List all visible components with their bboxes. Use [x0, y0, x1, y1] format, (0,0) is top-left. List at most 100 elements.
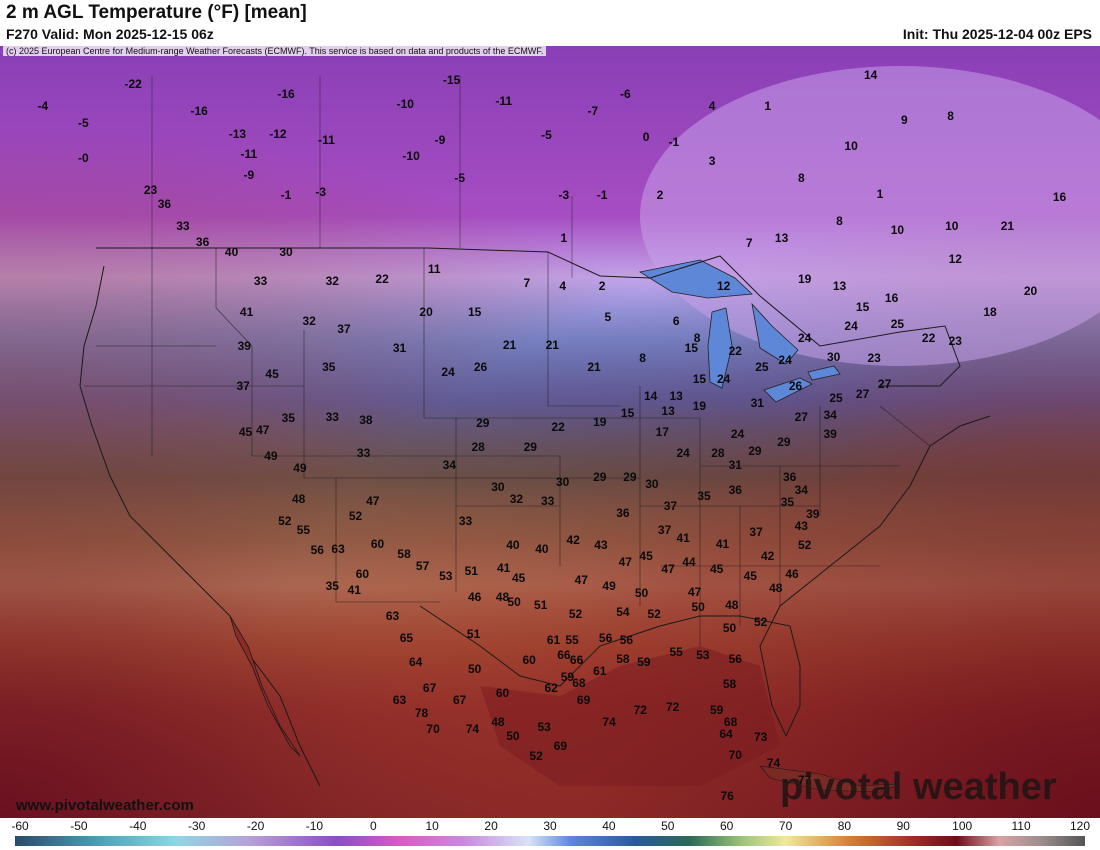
temperature-value: 45 — [238, 425, 253, 439]
colorbar-tick-label: 40 — [602, 819, 616, 833]
temperature-value: 36 — [783, 469, 797, 484]
temperature-value: -6 — [619, 87, 631, 101]
temperature-value: 9 — [900, 112, 908, 127]
temperature-value: 10 — [945, 219, 959, 234]
temperature-value: 51 — [466, 627, 481, 642]
temperature-value: 34 — [823, 407, 837, 422]
temperature-value: 37 — [337, 322, 351, 337]
temperature-value: 54 — [616, 605, 630, 620]
temperature-value: 29 — [777, 435, 791, 450]
temperature-value: 4 — [559, 279, 567, 294]
temperature-value: 13 — [661, 404, 675, 419]
temperature-value: 48 — [491, 714, 505, 729]
temperature-value: 52 — [798, 538, 812, 553]
temperature-value: 23 — [948, 334, 962, 349]
temperature-value: 36 — [616, 505, 630, 520]
temperature-value: 61 — [546, 632, 561, 647]
temperature-value: 74 — [766, 756, 781, 771]
temperature-value: 30 — [556, 474, 570, 489]
colorbar-tick-label: -50 — [70, 819, 88, 833]
temperature-value: 40 — [224, 244, 239, 259]
temperature-value: 14 — [864, 68, 878, 83]
temperature-value: 22 — [375, 272, 389, 287]
temperature-value: 24 — [798, 330, 812, 345]
temperature-value: 60 — [522, 653, 536, 668]
website-link[interactable]: www.pivotalweather.com — [16, 797, 194, 814]
temperature-value: 55 — [565, 632, 579, 647]
temperature-value: 36 — [157, 196, 172, 211]
temperature-value: 22 — [551, 419, 565, 434]
temperature-value: 20 — [419, 304, 433, 319]
temperature-value: 50 — [722, 620, 737, 635]
colorbar-tick-label: -10 — [305, 819, 324, 833]
temperature-value: 19 — [593, 414, 607, 429]
temperature-value: 59 — [560, 670, 575, 685]
temperature-value: 8 — [693, 330, 701, 345]
temperature-value: 66 — [557, 648, 571, 662]
temperature-map[interactable]: -22 -4 -5 -0 -16 -16 -13 -12 -11 -11 -9 -1 -3 -10 -15-… — [0, 46, 1100, 818]
temperature-value: 73 — [754, 730, 768, 745]
temperature-value: 24 — [717, 371, 731, 386]
temperature-value: 27 — [877, 377, 892, 391]
temperature-value: 43 — [794, 519, 808, 534]
temperature-value: 8 — [639, 351, 646, 366]
temperature-value: 78 — [414, 706, 429, 721]
temperature-value: -7 — [587, 104, 599, 119]
temperature-value: 10 — [890, 222, 905, 237]
temperature-value: 59 — [637, 654, 651, 669]
colorbar-tick-label: 90 — [896, 819, 910, 833]
temperature-value: 8 — [797, 171, 805, 186]
temperature-value: 47 — [618, 555, 632, 570]
colorbar-tick-label: -40 — [129, 819, 147, 833]
temperature-value: 25 — [890, 316, 905, 331]
temperature-value: 37 — [749, 524, 763, 539]
temperature-value: 44 — [682, 555, 696, 570]
temperature-value: 41 — [715, 536, 730, 551]
temperature-value: 57 — [415, 558, 430, 573]
temperature-value: 31 — [392, 340, 407, 355]
temperature-value: 16 — [884, 291, 899, 306]
temperature-value: 33 — [541, 493, 555, 508]
temperature-value: 6 — [672, 313, 680, 328]
temperature-value: 52 — [754, 615, 768, 630]
temperature-value: 67 — [422, 680, 437, 695]
temperature-value: 24 — [730, 426, 745, 441]
temperature-value: 20 — [1023, 284, 1038, 299]
temperature-value: 18 — [983, 304, 997, 319]
temperature-value: 12 — [948, 251, 962, 266]
temperature-value: 2 — [598, 279, 606, 294]
temperature-value: 39 — [237, 339, 251, 354]
temperature-value: 21 — [545, 337, 559, 352]
temperature-value: 27 — [794, 409, 808, 424]
temperature-value: 58 — [397, 546, 411, 561]
temperature-value: 45 — [710, 562, 724, 577]
map-header: 2 m AGL Temperature (°F) [mean] F270 Val… — [0, 0, 1100, 46]
temperature-value: 56 — [310, 543, 324, 558]
colorbar-tick-label: 60 — [720, 819, 734, 833]
temperature-value: 62 — [544, 680, 558, 695]
temperature-value: 76 — [720, 788, 734, 803]
temperature-value: -10 — [402, 148, 420, 163]
temperature-value: 3 — [708, 153, 716, 168]
temperature-value: 4 — [708, 99, 716, 113]
temperature-value: -16 — [190, 104, 208, 119]
temperature-value: 31 — [750, 395, 764, 410]
temperature-value: 56 — [598, 630, 613, 645]
temperature-value: 35 — [780, 495, 795, 510]
temperature-value: -1 — [280, 188, 292, 203]
temperature-value: 15 — [684, 340, 698, 355]
temperature-value: 60 — [495, 685, 510, 700]
temperature-value: 58 — [722, 677, 737, 692]
temperature-value: 66 — [569, 653, 584, 668]
temperature-value: 0 — [642, 129, 650, 144]
temperature-value: 39 — [823, 426, 837, 441]
temperature-value: -9 — [243, 167, 255, 182]
temperature-value: 24 — [778, 352, 792, 367]
init-time: Init: Thu 2025-12-04 00z EPS — [902, 26, 1092, 42]
temperature-value: 8 — [947, 109, 954, 124]
colorbar-tick-label: 50 — [661, 819, 675, 833]
temperature-value: 1 — [764, 99, 772, 113]
temperature-value: 65 — [399, 630, 414, 645]
colorbar-tick-label: 120 — [1069, 819, 1091, 833]
temperature-value: 29 — [476, 416, 490, 431]
